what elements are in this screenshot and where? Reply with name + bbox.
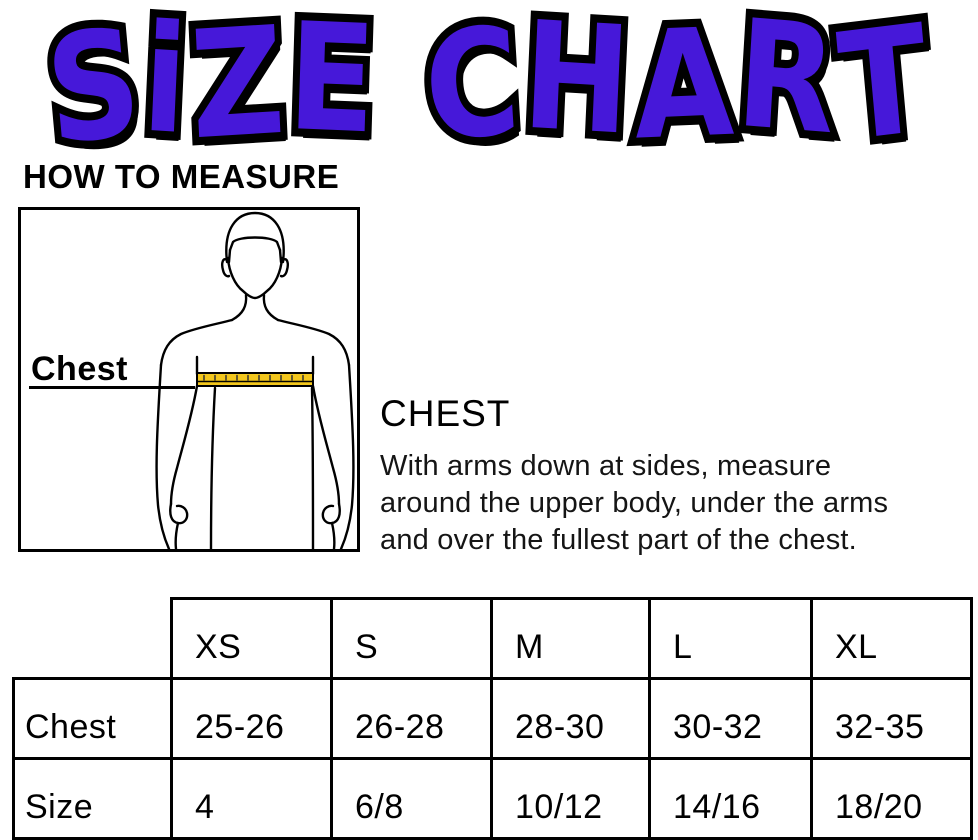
table-row-size: Size 4 6/8 10/12 14/16 18/20 [12, 757, 973, 840]
instruction-line-2: around the upper body, under the arms [380, 487, 889, 519]
thumb-left [169, 502, 189, 525]
torso-group [155, 293, 355, 549]
arm-outer-right [339, 363, 355, 549]
instruction-line-1: With arms down at sides, measure [380, 450, 832, 482]
torso-side-right [310, 386, 315, 549]
tape-ticks [203, 374, 304, 381]
hair-outline [225, 211, 285, 264]
measuring-tape [196, 372, 314, 387]
page-title-fill-layer: SiZE CHART [39, 0, 939, 180]
column-header-xs: XS [170, 597, 333, 680]
chest-section-heading: CHEST [380, 393, 511, 434]
table-row-chest: Chest 25-26 26-28 28-30 30-32 32-35 [12, 677, 973, 760]
head-group [221, 211, 289, 300]
sideburn-right [278, 248, 283, 264]
neck-left [230, 293, 248, 322]
chest-value-xs: 25-26 [170, 677, 333, 760]
size-table: XS S M L XL Chest 25-26 26-28 28-30 30-3… [12, 597, 973, 840]
size-value-s: 6/8 [330, 757, 493, 840]
arm-inner-right [311, 384, 341, 506]
hand-left [174, 521, 180, 549]
chest-pointer-line [29, 386, 195, 389]
hairline-fringe [228, 236, 282, 252]
page-title: SiZE CHART SiZE CHART [0, 0, 978, 187]
chest-value-l: 30-32 [648, 677, 813, 760]
male-torso-illustration [155, 211, 355, 549]
row-label-chest: Chest [12, 677, 173, 760]
size-table-header-row: XS S M L XL [14, 597, 973, 680]
chest-diagram-label: Chest [31, 350, 128, 388]
face-outline [226, 256, 284, 300]
size-value-xs: 4 [170, 757, 333, 840]
table-corner-cell [14, 599, 172, 679]
how-to-measure-heading: HOW TO MEASURE [23, 158, 340, 195]
arm-outer-left [155, 363, 171, 549]
size-value-m: 10/12 [490, 757, 651, 840]
ear-right [279, 258, 289, 278]
shoulder-left [159, 318, 234, 367]
sideburn-left [227, 248, 232, 264]
ear-left [221, 258, 231, 278]
chest-value-xl: 32-35 [810, 677, 973, 760]
arm-inner-left [169, 384, 199, 506]
torso-side-left [209, 386, 217, 549]
chest-value-m: 28-30 [490, 677, 651, 760]
size-value-l: 14/16 [648, 757, 813, 840]
hand-right [330, 521, 336, 549]
thumb-right [321, 502, 341, 525]
chest-value-s: 26-28 [330, 677, 493, 760]
column-header-m: M [490, 597, 651, 680]
measurement-diagram [18, 207, 360, 552]
column-header-s: S [330, 597, 493, 680]
shoulder-right [276, 318, 351, 367]
neck-right [262, 293, 280, 322]
row-label-size: Size [12, 757, 173, 840]
column-header-l: L [648, 597, 813, 680]
size-value-xl: 18/20 [810, 757, 973, 840]
instruction-line-3: and over the fullest part of the chest. [380, 524, 857, 556]
column-header-xl: XL [810, 597, 973, 680]
chest-instruction-text: With arms down at sides, measure around … [380, 448, 888, 559]
